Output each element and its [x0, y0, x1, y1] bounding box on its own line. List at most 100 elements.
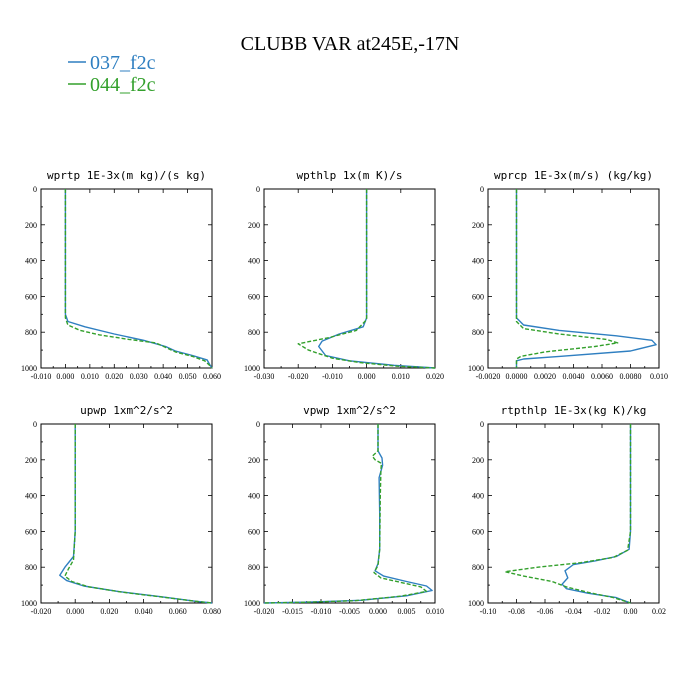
- y-tick-label: 400: [25, 257, 37, 266]
- y-tick-label: 600: [248, 292, 260, 301]
- y-tick-label: 600: [25, 292, 37, 301]
- x-tick-label: 0.02: [652, 607, 666, 616]
- y-tick-label: 200: [248, 456, 260, 465]
- series-line-037_f2c: [263, 424, 433, 604]
- plot-frame: [263, 423, 436, 604]
- panel-title: upwp 1xm^2/s^2: [80, 404, 173, 417]
- panel-title: wprcp 1E-3x(m/s) (kg/kg): [494, 169, 653, 182]
- y-tick-label: 0: [33, 185, 37, 194]
- x-tick-label: 0.0040: [563, 372, 585, 381]
- y-tick-label: 1000: [244, 599, 260, 608]
- plot-frame: [40, 423, 213, 604]
- x-tick-label: -0.020: [254, 607, 275, 616]
- x-tick-label: 0.040: [154, 372, 172, 381]
- y-tick-label: 1000: [244, 364, 260, 373]
- y-tick-label: 1000: [468, 599, 484, 608]
- x-tick-label: -0.005: [339, 607, 360, 616]
- x-tick-label: 0.00: [624, 607, 638, 616]
- panel-title: wprtp 1E-3x(m kg)/(s kg): [47, 169, 206, 182]
- y-tick-label: 200: [25, 456, 37, 465]
- y-tick-label: 1000: [468, 364, 484, 373]
- y-tick-label: 200: [472, 221, 484, 230]
- y-tick-label: 0: [480, 185, 484, 194]
- x-tick-label: 0.010: [426, 607, 444, 616]
- x-tick-label: -0.010: [31, 372, 52, 381]
- y-tick-label: 800: [472, 563, 484, 572]
- series-line-037_f2c: [318, 189, 436, 369]
- series-line-037_f2c: [59, 424, 213, 604]
- x-tick-label: 0.040: [135, 607, 153, 616]
- x-tick-label: 0.020: [105, 372, 123, 381]
- y-tick-label: 0: [33, 420, 37, 429]
- panel-5: vpwp 1xm^2/s^2 0 200 400 600 800 1000-0.020 -0.…: [244, 404, 444, 616]
- legend-label-044: 044_f2c: [90, 74, 156, 96]
- x-tick-label: 0.0020: [534, 372, 556, 381]
- y-tick-label: 200: [25, 221, 37, 230]
- x-tick-label: 0.010: [650, 372, 668, 381]
- x-tick-label: 0.010: [392, 372, 410, 381]
- y-tick-label: 800: [25, 563, 37, 572]
- plot-frame: [40, 188, 213, 369]
- y-tick-label: 0: [480, 420, 484, 429]
- panel-title: rtpthlp 1E-3x(kg K)/kg: [501, 404, 647, 417]
- x-tick-label: -0.06: [537, 607, 554, 616]
- x-tick-label: 0.000: [369, 607, 387, 616]
- plot-frame: [487, 188, 660, 369]
- x-tick-label: 0.000: [56, 372, 74, 381]
- y-tick-label: 600: [25, 527, 37, 536]
- panel-1: wprtp 1E-3x(m kg)/(s kg) 0 200 400 600 800 100…: [21, 169, 221, 381]
- x-tick-label: -0.030: [254, 372, 275, 381]
- y-tick-label: 200: [472, 456, 484, 465]
- x-tick-label: -0.010: [322, 372, 343, 381]
- series-line-037_f2c: [64, 189, 213, 369]
- panel-2: wpthlp 1x(m K)/s 0 200 400 600 800 1000-0.030 -…: [244, 169, 444, 381]
- series-line-044_f2c: [504, 424, 632, 604]
- y-tick-label: 400: [248, 492, 260, 501]
- x-tick-label: 0.000: [358, 372, 376, 381]
- series-line-044_f2c: [297, 189, 436, 369]
- x-tick-label: 0.0060: [591, 372, 613, 381]
- x-tick-label: -0.10: [480, 607, 497, 616]
- x-tick-label: 0.005: [398, 607, 416, 616]
- plot-frame: [487, 423, 660, 604]
- panel-6: rtpthlp 1E-3x(kg K)/kg02004006008001000-…: [468, 404, 666, 616]
- x-tick-label: -0.08: [508, 607, 525, 616]
- y-tick-label: 800: [248, 563, 260, 572]
- series-line-044_f2c: [263, 424, 428, 604]
- series-line-044_f2c: [64, 189, 213, 369]
- y-tick-label: 600: [248, 527, 260, 536]
- y-tick-label: 600: [472, 527, 484, 536]
- x-tick-label: 0.0000: [506, 372, 528, 381]
- x-tick-label: 0.000: [66, 607, 84, 616]
- x-tick-label: -0.015: [282, 607, 303, 616]
- plot-frame: [263, 188, 436, 369]
- x-tick-label: 0.080: [203, 607, 221, 616]
- panel-4: upwp 1xm^2/s^2 0 200 400 600 800 1000-0.020 0.0…: [21, 404, 221, 616]
- legend: 037_f2c 044_f2c: [68, 52, 156, 96]
- x-tick-label: 0.0080: [620, 372, 642, 381]
- y-tick-label: 800: [472, 328, 484, 337]
- series-line-037_f2c: [561, 424, 632, 604]
- x-tick-label: 0.060: [169, 607, 187, 616]
- y-tick-label: 0: [256, 420, 260, 429]
- panel-title: vpwp 1xm^2/s^2: [303, 404, 396, 417]
- x-tick-label: -0.010: [311, 607, 332, 616]
- figure-title: CLUBB VAR at245E,-17N: [241, 33, 460, 55]
- y-tick-label: 600: [472, 292, 484, 301]
- series-line-044_f2c: [64, 424, 213, 604]
- y-tick-label: 800: [248, 328, 260, 337]
- x-tick-label: 0.030: [130, 372, 148, 381]
- y-tick-label: 400: [472, 492, 484, 501]
- x-tick-label: -0.020: [31, 607, 52, 616]
- y-tick-label: 400: [248, 257, 260, 266]
- x-tick-label: -0.0020: [476, 372, 501, 381]
- series-line-044_f2c: [515, 189, 619, 368]
- x-tick-label: 0.020: [100, 607, 118, 616]
- legend-label-037: 037_f2c: [90, 52, 156, 74]
- y-tick-label: 800: [25, 328, 37, 337]
- y-tick-label: 1000: [21, 599, 37, 608]
- y-tick-label: 1000: [21, 364, 37, 373]
- panel-3: wprcp 1E-3x(m/s) (kg/kg) 0 200 400 600 800 100…: [468, 169, 668, 381]
- x-tick-label: -0.02: [594, 607, 611, 616]
